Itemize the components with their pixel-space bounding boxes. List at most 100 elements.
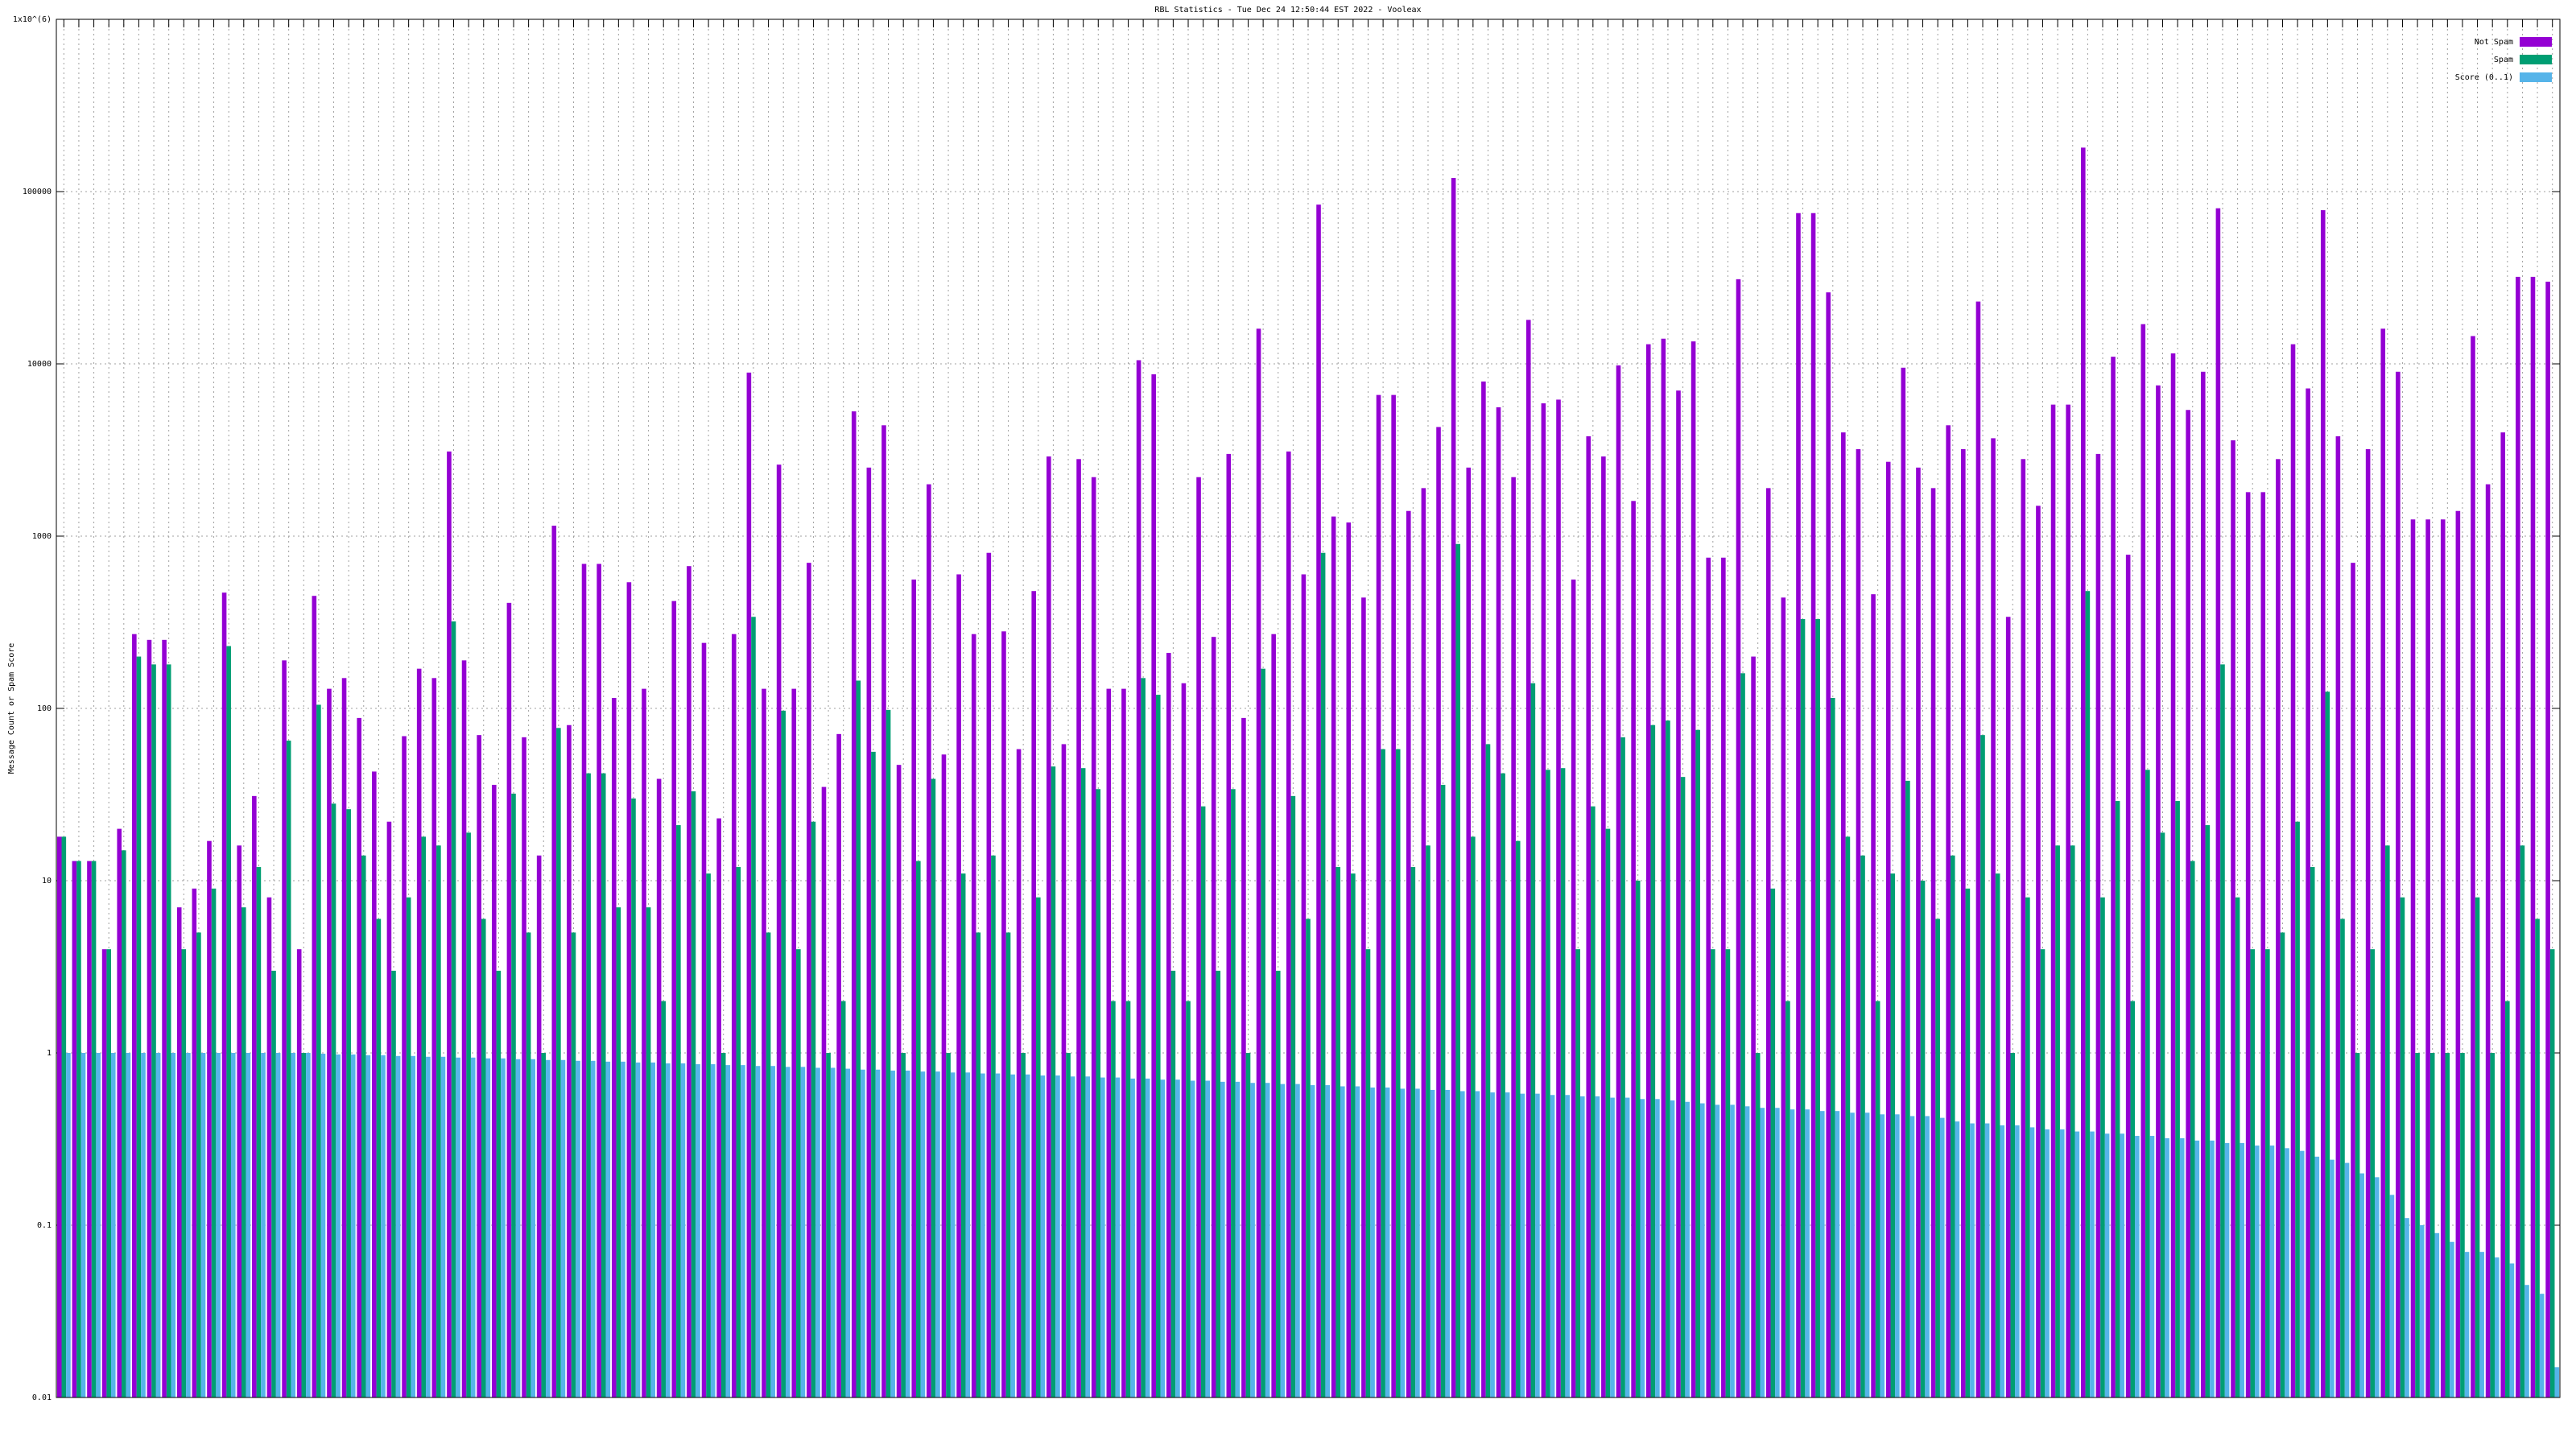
bar — [676, 825, 681, 1397]
bar — [2140, 324, 2146, 1397]
bar — [1515, 840, 1521, 1397]
bar — [440, 1056, 446, 1397]
bar — [861, 1069, 865, 1397]
bar — [1286, 451, 1291, 1397]
bar — [2130, 1001, 2136, 1397]
bar — [1040, 1075, 1046, 1397]
bar — [466, 832, 471, 1397]
bar — [815, 1067, 820, 1397]
bar — [2340, 919, 2345, 1397]
bar — [200, 1053, 206, 1397]
bar — [1076, 459, 1081, 1398]
bar — [1211, 637, 1216, 1397]
bar — [1445, 1089, 1450, 1397]
bar — [2415, 1053, 2420, 1397]
bar — [1125, 1001, 1131, 1397]
bar — [2205, 825, 2211, 1397]
bar — [331, 803, 336, 1397]
legend-label: Spam — [2494, 56, 2513, 64]
bar — [421, 836, 427, 1397]
bar — [2050, 404, 2056, 1397]
bar — [286, 741, 291, 1397]
bar — [1320, 552, 1326, 1397]
bar — [1051, 766, 1056, 1397]
bar — [1096, 789, 1101, 1397]
bar — [2520, 845, 2525, 1397]
bar — [1295, 1084, 1300, 1397]
bar — [541, 1053, 547, 1397]
bar — [1885, 461, 1891, 1397]
bar — [1501, 773, 1505, 1397]
bar — [1436, 427, 1441, 1397]
bar — [530, 1059, 535, 1397]
bar — [1220, 1081, 1225, 1397]
bar — [241, 907, 246, 1397]
bar — [1145, 1078, 1150, 1397]
bar — [1895, 1114, 1900, 1397]
bar — [2066, 404, 2070, 1397]
bar — [162, 639, 167, 1397]
bar — [1130, 1078, 1135, 1397]
bar — [1975, 301, 1981, 1398]
bar — [2100, 897, 2105, 1397]
bar — [751, 617, 756, 1397]
bar — [1490, 1092, 1495, 1397]
bar — [597, 564, 601, 1397]
bar — [1271, 634, 1276, 1397]
bar — [770, 1066, 775, 1397]
bar — [306, 1053, 311, 1397]
bar — [1021, 1053, 1026, 1397]
bar — [1481, 381, 1486, 1397]
bar — [485, 1058, 491, 1397]
bar — [830, 1067, 836, 1397]
bar — [230, 1053, 236, 1397]
bar — [1216, 970, 1221, 1397]
bar — [701, 642, 707, 1397]
bar — [61, 836, 67, 1397]
bar — [155, 1053, 161, 1397]
bar — [1005, 932, 1011, 1397]
bar — [2375, 1177, 2380, 1397]
bar — [350, 1054, 356, 1397]
bar — [2419, 1225, 2425, 1397]
bar — [402, 736, 407, 1397]
bar — [1381, 749, 1385, 1397]
y-tick-label: 0.01 — [32, 1393, 52, 1402]
bar — [605, 1061, 611, 1397]
bar — [2464, 1252, 2470, 1397]
bar — [881, 425, 886, 1397]
bar — [785, 1067, 791, 1397]
bar — [2280, 932, 2285, 1397]
bar — [2410, 519, 2416, 1397]
bar — [1930, 488, 1936, 1398]
bar — [1421, 488, 1426, 1398]
bar — [920, 1071, 926, 1397]
bar — [1920, 881, 1926, 1397]
bar — [1205, 1080, 1211, 1397]
bar — [256, 867, 262, 1397]
bar — [2070, 845, 2075, 1397]
bar — [1385, 1087, 1390, 1397]
bar — [2125, 555, 2131, 1397]
bar — [431, 678, 437, 1397]
bar — [1601, 456, 1606, 1397]
bar — [80, 1053, 86, 1397]
bar — [1666, 720, 1670, 1397]
bar — [1845, 836, 1851, 1397]
bar — [680, 1063, 686, 1397]
bar — [1984, 1123, 1990, 1397]
bar — [1275, 970, 1281, 1397]
bar — [1560, 768, 1566, 1397]
bar — [136, 656, 142, 1397]
bar — [2190, 861, 2195, 1397]
bar — [2290, 344, 2296, 1398]
bar — [1565, 1095, 1570, 1397]
bar — [2029, 1127, 2035, 1397]
bar — [1645, 344, 1651, 1398]
bar — [1715, 1104, 1720, 1397]
bar — [766, 932, 771, 1397]
bar — [1016, 749, 1022, 1397]
bar — [522, 737, 526, 1397]
bar — [896, 765, 902, 1397]
bar — [1810, 213, 1816, 1398]
